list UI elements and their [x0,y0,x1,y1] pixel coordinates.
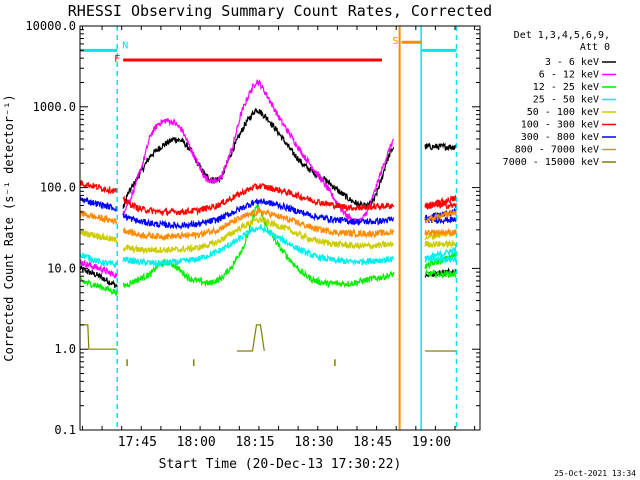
legend-header-1: Att 0 [580,42,610,53]
legend-label-7: 800 - 7000 keV [515,145,599,156]
legend-label-4: 50 - 100 keV [527,107,599,118]
series-12-25-kev-line-2 [424,268,457,279]
legend-label-1: 6 - 12 keV [539,70,599,81]
legend-label-0: 3 - 6 keV [545,57,599,68]
series-7000-15000-kev-line-1 [236,324,265,352]
legend-label-5: 100 - 300 keV [521,120,599,131]
y-tick-label-4: 1000.0 [33,100,76,114]
y-tick-label-2: 10.0 [47,261,76,275]
series-12-25-kev-line-0 [79,276,118,296]
series-800-7000-kev-line-1 [122,206,395,242]
y-axis-label: Corrected Count Rate (s⁻¹ detector⁻¹) [2,94,16,361]
series-25-50-kev-line-0 [79,252,118,268]
series-800-7000-kev-late-line-0 [424,208,457,224]
footer-date: 25-Oct-2021 13:34 [554,469,636,478]
flag-label-F: F [114,54,120,65]
series-50-100-kev-line-0 [79,227,118,244]
y-tick-label-3: 100.0 [40,181,76,195]
plot-frame [79,25,481,431]
y-tick-label-1: 1.0 [54,342,76,356]
x-tick-label-2: 18:15 [235,435,274,450]
legend: Det 1,3,4,5,6,9,Att 0 3 - 6 keV 6 - 12 keV… [503,30,616,168]
x-axis-label: Start Time (20-Dec-13 17:30:22) [159,457,402,472]
legend-label-3: 25 - 50 keV [533,95,599,106]
series-50-100-kev-line-2 [424,239,457,249]
x-tick-label-5: 19:00 [412,435,451,450]
series-6-12-kev-line-1 [122,79,395,225]
series-25-50-kev-line-2 [424,255,457,265]
x-tick-label-1: 18:00 [177,435,216,450]
series-6-12-kev-line-0 [79,258,118,279]
series-3-6-kev-line-1 [122,108,395,210]
series-25-50-kev-line-1 [122,224,395,268]
data-layer: NF S [79,26,458,430]
series-100-300-kev-line-1 [122,182,395,217]
y-tick-label-0: 0.1 [54,423,76,437]
x-tick-label-3: 18:30 [294,435,333,450]
x-tick-label-4: 18:45 [353,435,392,450]
series-100-300-kev-late-line-0 [424,194,457,211]
series-3-6-kev-line-2 [424,141,457,152]
series-300-800-kev-line-1 [122,197,394,231]
legend-label-8: 7000 - 15000 keV [503,157,599,168]
flag-label-N: N [122,40,128,51]
series-800-7000-kev-line-2 [424,227,457,238]
x-tick-label-0: 17:45 [118,435,157,450]
y-tick-label-5: 10000.0 [25,19,76,33]
flag-label-S: S [393,36,399,47]
series-300-800-kev-line-0 [79,195,118,212]
series-12-25-kev-late-line-0 [424,252,457,270]
series-25-50-kev-late-line-0 [424,245,457,263]
series-3-6-kev-line-0 [79,265,118,289]
series-800-7000-kev-line-0 [79,209,118,225]
chart-title: RHESSI Observing Summary Count Rates, Co… [68,2,492,20]
legend-header-0: Det 1,3,4,5,6,9, [514,30,610,41]
series-100-300-kev-line-0 [79,180,118,195]
series-7000-15000-kev-line-0 [80,324,118,350]
axes-layer: 0.1 1.0 10.0 100.0 1000.0 10000.0 17:45 18:00 18… [25,19,481,450]
legend-label-6: 300 - 800 keV [521,132,599,143]
series-50-100-kev-line-1 [122,216,395,255]
legend-label-2: 12 - 25 keV [533,82,599,93]
